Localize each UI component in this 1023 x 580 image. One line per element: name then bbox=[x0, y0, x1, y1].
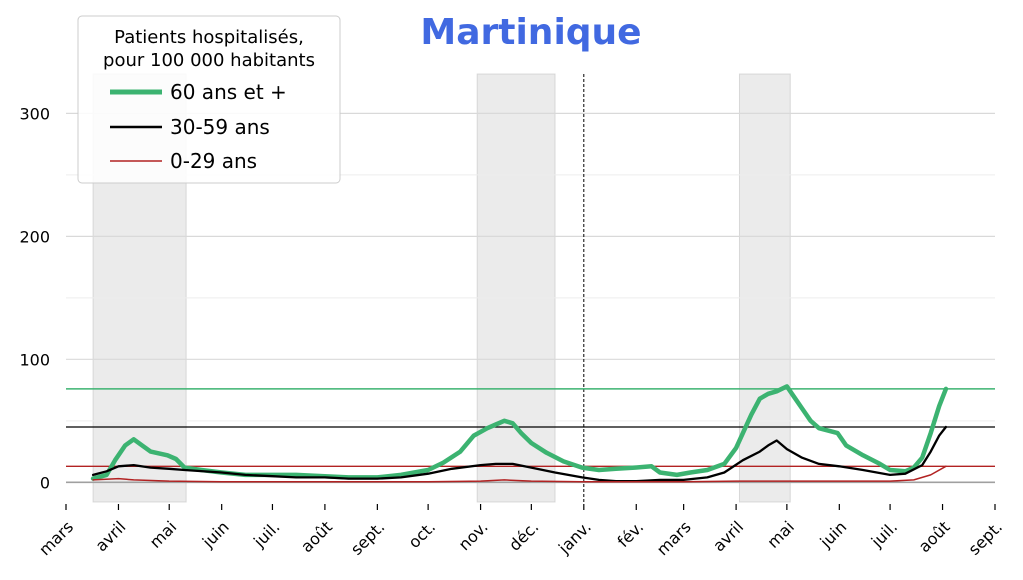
x-tick-label-14: avril bbox=[709, 517, 747, 555]
shaded-period-3 bbox=[738, 73, 791, 503]
x-tick-label-10: déc. bbox=[505, 517, 542, 554]
x-axis: mars avril mai juin juil. août sept. oct. nov. dé… bbox=[35, 504, 1006, 559]
x-tick-label-16: juin bbox=[816, 517, 851, 552]
series-line-3 bbox=[92, 465, 947, 483]
x-tick-label-12: fév. bbox=[614, 517, 648, 551]
legend-label-30-59: 30-59 ans bbox=[170, 115, 270, 139]
y-tick-label-0: 0 bbox=[40, 473, 50, 492]
legend-title-line2: pour 100 000 habitants bbox=[103, 50, 315, 71]
legend: Patients hospitalisés, pour 100 000 habi… bbox=[77, 15, 341, 184]
x-tick-label-1: mars bbox=[35, 517, 77, 559]
chart-title: Martinique bbox=[420, 12, 641, 53]
y-tick-label-200: 200 bbox=[19, 227, 50, 246]
x-tick-label-7: sept. bbox=[347, 517, 389, 559]
y-tick-label-100: 100 bbox=[19, 350, 50, 369]
x-tick-label-9: nov. bbox=[455, 517, 492, 554]
series-lines bbox=[90, 384, 949, 483]
x-tick-label-4: juin bbox=[198, 517, 233, 552]
x-tick-label-19: sept. bbox=[965, 517, 1007, 559]
x-tick-label-8: oct. bbox=[405, 517, 440, 552]
shaded-period-2 bbox=[476, 73, 556, 503]
x-tick-label-6: août bbox=[297, 517, 336, 556]
x-tick-label-11: janv. bbox=[554, 517, 595, 558]
legend-title-line1: Patients hospitalisés, bbox=[114, 27, 304, 48]
x-tick-label-15: mai bbox=[763, 517, 798, 552]
x-tick-label-2: avril bbox=[92, 517, 130, 555]
y-axis: 0 100 200 300 bbox=[19, 104, 50, 492]
legend-label-60plus: 60 ans et + bbox=[170, 80, 287, 104]
series-line-2 bbox=[91, 425, 948, 483]
x-tick-label-13: mars bbox=[653, 517, 695, 559]
legend-box bbox=[77, 15, 341, 184]
x-tick-label-5: juil. bbox=[249, 517, 283, 551]
legend-label-0-29: 0-29 ans bbox=[170, 149, 257, 173]
x-tick-label-17: juil. bbox=[867, 517, 901, 551]
x-tick-label-18: août bbox=[915, 517, 954, 556]
x-tick-label-3: mai bbox=[146, 517, 181, 552]
y-tick-label-300: 300 bbox=[19, 104, 50, 123]
